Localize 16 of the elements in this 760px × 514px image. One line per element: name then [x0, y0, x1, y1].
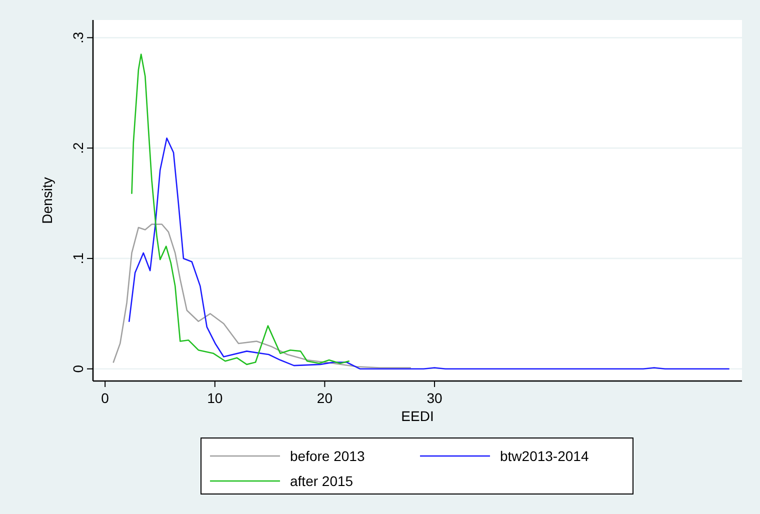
x-tick-label: 30	[426, 390, 443, 406]
y-tick-label: .1	[70, 252, 86, 264]
x-tick-label: 0	[101, 390, 110, 406]
y-axis-title: Density	[39, 177, 55, 224]
y-tick-label: .2	[70, 142, 86, 154]
legend-label: before 2013	[290, 448, 365, 464]
x-axis-title: EEDI	[401, 408, 434, 424]
x-tick-label: 20	[316, 390, 333, 406]
legend-label: after 2015	[290, 473, 354, 489]
line-series	[131, 54, 350, 366]
line-series	[112, 224, 412, 368]
x-tick-label: 10	[207, 390, 223, 406]
y-tick-label: 0	[70, 364, 86, 373]
y-tick-label: .3	[70, 32, 86, 44]
line-series	[128, 137, 730, 370]
legend-label: btw2013-2014	[500, 448, 589, 464]
